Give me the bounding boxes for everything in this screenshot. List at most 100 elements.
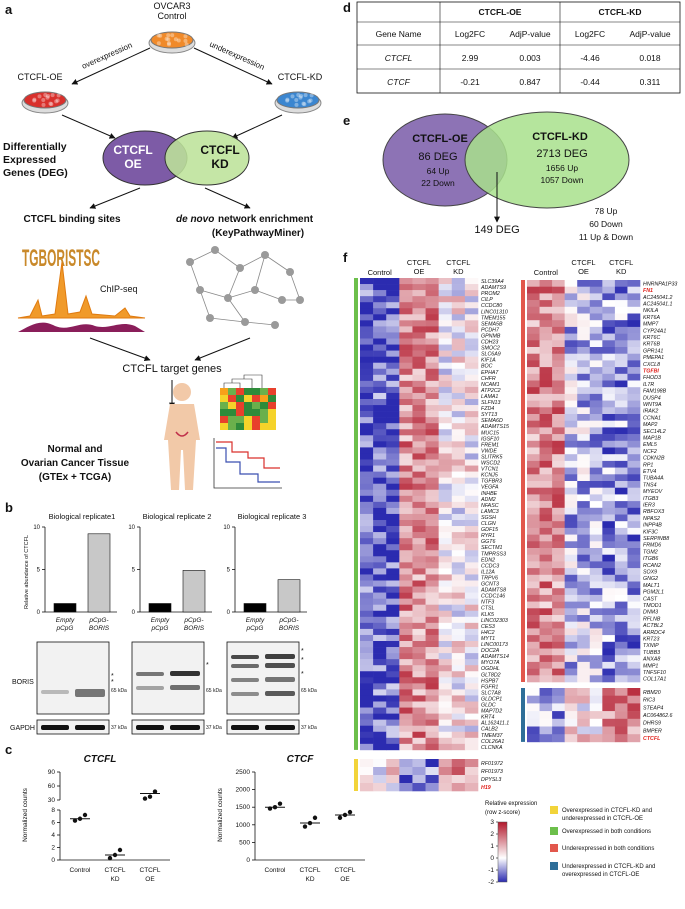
heatmap-cell [438, 411, 453, 418]
heatmap-cell [425, 290, 439, 297]
heatmap-cell [464, 441, 479, 448]
column-label: KD [453, 267, 464, 276]
heatmap-cell [602, 688, 616, 696]
kda-label: 37 kDa [301, 725, 317, 731]
band [136, 725, 164, 730]
point [277, 801, 283, 806]
heatmap-cell [399, 568, 413, 575]
heatmap-cell [564, 340, 578, 348]
bar [243, 603, 267, 613]
network-node [224, 294, 232, 302]
heatmap-cell [373, 441, 387, 448]
heatmap-cell [589, 427, 603, 435]
gene-label: CES3 [481, 624, 495, 630]
heatmap-cell [425, 647, 439, 654]
heatmap-cell [360, 604, 374, 612]
gene-label: KRT6B [643, 342, 660, 348]
heatmap-cell [464, 471, 479, 478]
heatmap-cell [527, 581, 540, 589]
heatmap-cell [412, 302, 426, 309]
heatmap-cell [602, 474, 616, 482]
chart-title: CTCF [287, 754, 315, 765]
heatmap-cell [412, 634, 426, 642]
heatmap-cell [527, 360, 540, 368]
x-tick-label: pCpG- [278, 617, 299, 624]
heatmap-cell [627, 734, 641, 743]
heatmap-cell [360, 350, 374, 357]
heatmap-cell [589, 467, 603, 475]
heatmap-cell [602, 380, 616, 388]
table-header: AdjP-value [509, 29, 550, 39]
heatmap-cell [614, 353, 628, 361]
cell [296, 93, 301, 98]
heatmap-cell [527, 594, 540, 602]
heatmap-cell [539, 380, 553, 388]
heatmap-cell [360, 435, 374, 442]
heatmap-cell [373, 592, 387, 599]
heatmap-cell [577, 668, 591, 676]
heatmap-cell [539, 554, 553, 562]
heatmap-cell [614, 661, 628, 669]
heatmap-cell [438, 713, 453, 720]
point [347, 809, 353, 815]
heatmap-cell [425, 501, 439, 509]
gene-label: CAST [643, 596, 658, 602]
cell [56, 93, 61, 98]
heatmap-cell [577, 695, 591, 704]
heatmap-cell [577, 347, 591, 354]
heatmap-cell [438, 465, 453, 472]
heatmap-cell [438, 429, 453, 436]
heatmap-cell [399, 362, 413, 370]
gene-label: KRT23 [643, 636, 659, 642]
heatmap-cell [539, 621, 553, 629]
heatmap-cell [438, 628, 453, 636]
heatmap-cell [589, 648, 603, 656]
heatmap-cell [602, 703, 616, 712]
heatmap-cell [451, 489, 466, 497]
heatmap-cell [386, 501, 400, 509]
heatmap-cell [564, 521, 578, 529]
group-bar [354, 278, 358, 750]
heatmap-cell [373, 580, 387, 587]
heatmap-cell [564, 440, 578, 448]
legend-text: Underexpressed in both conditions [562, 846, 654, 852]
heatmap-cell [425, 326, 439, 333]
heatmap-cell [627, 655, 641, 663]
heatmap-cell [464, 308, 479, 315]
heatmap-cell [464, 701, 479, 708]
heatmap-cell [412, 477, 426, 484]
heatmap-cell [464, 719, 479, 726]
heatmap-cell [373, 707, 387, 714]
heatmap-cell [412, 332, 426, 339]
heatmap-cell [373, 743, 387, 751]
heatmap-cell [438, 604, 453, 612]
network-node [186, 258, 194, 266]
heatmap-cell [539, 313, 553, 321]
heatmap-cell [539, 474, 553, 482]
gene-label: VWDE [481, 448, 497, 454]
heatmap-cell [412, 653, 426, 660]
heatmap-cell [614, 467, 628, 475]
heatmap-cell [539, 641, 553, 649]
heatmap-cell [614, 635, 628, 643]
heatmap-cell [399, 775, 413, 784]
heatmap-cell [399, 435, 413, 442]
heatmap-cell [602, 655, 616, 663]
y-tick-label: 10 [33, 525, 40, 531]
heatmap-cell [614, 574, 628, 582]
x-tick-label: BORIS [279, 625, 300, 632]
heatmap-cell [552, 711, 565, 720]
heatmap-cell [373, 783, 387, 792]
heatmap-cell [399, 447, 413, 454]
heatmap-cell [627, 373, 641, 381]
heatmap-cell [373, 386, 387, 394]
heatmap-cell [451, 526, 466, 533]
heatmap-cell [399, 507, 413, 515]
label: 64 Up [427, 166, 450, 176]
heatmap-cell [360, 386, 374, 394]
heatmap-cell [438, 586, 453, 593]
heatmap-cell [399, 767, 413, 776]
heatmap-cell [539, 300, 553, 308]
table-header: Log2FC [455, 29, 485, 39]
cell [176, 38, 181, 43]
